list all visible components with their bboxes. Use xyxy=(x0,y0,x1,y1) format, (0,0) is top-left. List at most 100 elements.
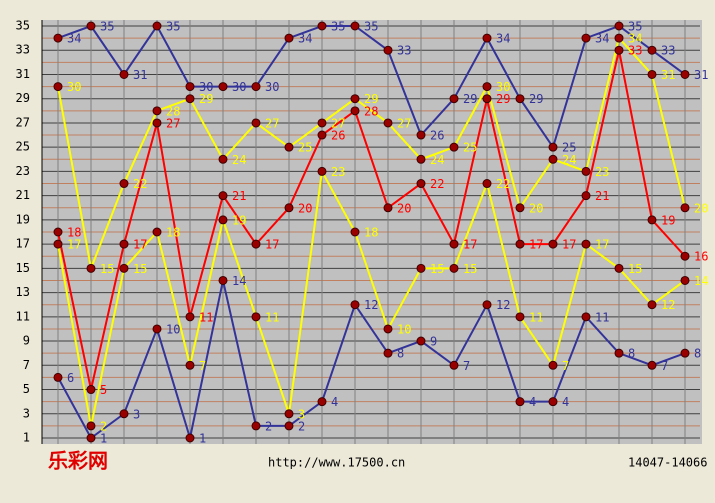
point-marker xyxy=(350,227,360,237)
value-label: 22 xyxy=(496,177,510,191)
point-marker xyxy=(416,130,426,140)
point-marker xyxy=(383,203,393,213)
value-label: 1 xyxy=(100,432,107,446)
value-label: 25 xyxy=(463,141,477,155)
point-marker xyxy=(416,336,426,346)
point-marker xyxy=(185,312,195,322)
value-label: 29 xyxy=(199,92,213,106)
value-label: 22 xyxy=(133,177,147,191)
value-label: 29 xyxy=(496,92,510,106)
point-marker xyxy=(647,69,657,79)
value-label: 30 xyxy=(67,80,81,94)
point-marker xyxy=(185,360,195,370)
value-label: 4 xyxy=(331,395,338,409)
value-label: 34 xyxy=(628,32,642,46)
point-marker xyxy=(548,397,558,407)
point-marker xyxy=(581,33,591,43)
point-marker xyxy=(284,142,294,152)
point-marker xyxy=(317,397,327,407)
y-tick-label: 33 xyxy=(16,43,30,57)
value-label: 21 xyxy=(232,189,246,203)
y-tick-label: 7 xyxy=(23,358,30,372)
y-tick-label: 23 xyxy=(16,164,30,178)
point-marker xyxy=(152,106,162,116)
value-label: 27 xyxy=(265,116,279,130)
point-marker xyxy=(53,33,63,43)
point-marker xyxy=(416,263,426,273)
value-label: 17 xyxy=(67,238,81,252)
y-tick-label: 31 xyxy=(16,67,30,81)
point-marker xyxy=(251,118,261,128)
y-tick-label: 35 xyxy=(16,19,30,33)
point-marker xyxy=(317,130,327,140)
value-label: 8 xyxy=(628,347,635,361)
point-marker xyxy=(86,21,96,31)
value-label: 31 xyxy=(694,68,708,82)
value-label: 17 xyxy=(529,238,543,252)
point-marker xyxy=(581,166,591,176)
value-label: 35 xyxy=(166,20,180,34)
value-label: 12 xyxy=(364,298,378,312)
value-label: 22 xyxy=(430,177,444,191)
point-marker xyxy=(581,239,591,249)
point-marker xyxy=(218,215,228,225)
value-label: 27 xyxy=(166,116,180,130)
point-marker xyxy=(383,118,393,128)
point-marker xyxy=(548,360,558,370)
value-label: 4 xyxy=(529,395,536,409)
value-label: 1 xyxy=(199,432,206,446)
point-marker xyxy=(515,397,525,407)
y-tick-label: 13 xyxy=(16,285,30,299)
value-label: 26 xyxy=(331,129,345,143)
value-label: 28 xyxy=(364,104,378,118)
point-marker xyxy=(86,421,96,431)
point-marker xyxy=(680,348,690,358)
value-label: 31 xyxy=(133,68,147,82)
y-tick-label: 3 xyxy=(23,406,30,420)
point-marker xyxy=(284,409,294,419)
point-marker xyxy=(350,21,360,31)
point-marker xyxy=(119,239,129,249)
point-marker xyxy=(350,94,360,104)
point-marker xyxy=(581,312,591,322)
point-marker xyxy=(119,69,129,79)
source-url: http://www.17500.cn xyxy=(268,456,405,470)
value-label: 8 xyxy=(397,347,404,361)
y-tick-label: 25 xyxy=(16,140,30,154)
value-label: 23 xyxy=(331,165,345,179)
value-label: 33 xyxy=(661,44,675,58)
value-label: 11 xyxy=(595,310,609,324)
point-marker xyxy=(86,385,96,395)
value-label: 19 xyxy=(232,213,246,227)
value-label: 7 xyxy=(661,359,668,373)
value-label: 11 xyxy=(199,310,213,324)
point-marker xyxy=(614,348,624,358)
point-marker xyxy=(614,263,624,273)
point-marker xyxy=(350,300,360,310)
point-marker xyxy=(86,263,96,273)
value-label: 6 xyxy=(67,371,74,385)
point-marker xyxy=(86,433,96,443)
value-label: 11 xyxy=(265,310,279,324)
point-marker xyxy=(647,45,657,55)
value-label: 35 xyxy=(628,20,642,34)
value-label: 20 xyxy=(694,201,708,215)
value-label: 35 xyxy=(364,20,378,34)
value-label: 34 xyxy=(298,32,312,46)
value-label: 19 xyxy=(661,213,675,227)
value-label: 25 xyxy=(562,141,576,155)
point-marker xyxy=(647,300,657,310)
point-marker xyxy=(482,300,492,310)
value-label: 21 xyxy=(595,189,609,203)
value-label: 15 xyxy=(430,262,444,276)
point-marker xyxy=(449,239,459,249)
point-marker xyxy=(119,263,129,273)
value-label: 30 xyxy=(232,80,246,94)
point-marker xyxy=(515,312,525,322)
point-marker xyxy=(680,203,690,213)
point-marker xyxy=(449,263,459,273)
value-label: 35 xyxy=(100,20,114,34)
point-marker xyxy=(680,69,690,79)
value-label: 12 xyxy=(496,298,510,312)
y-tick-label: 11 xyxy=(16,309,30,323)
